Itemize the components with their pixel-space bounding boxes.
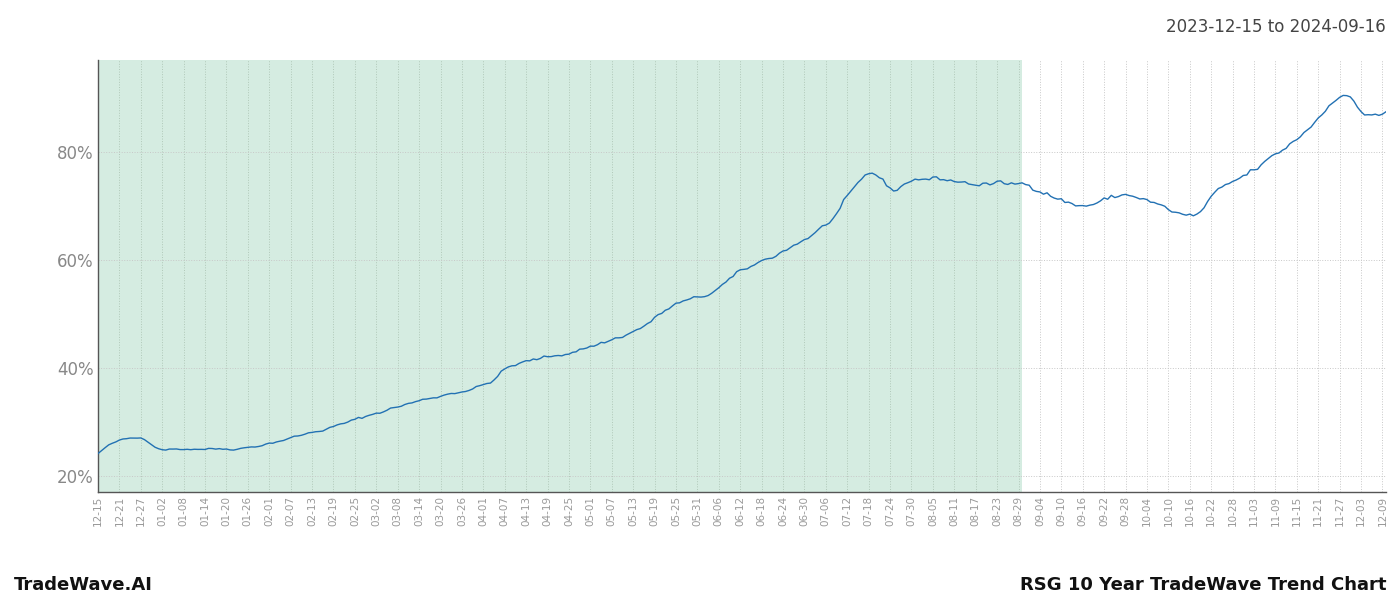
Bar [98, 60, 1022, 492]
Text: 2023-12-15 to 2024-09-16: 2023-12-15 to 2024-09-16 [1166, 18, 1386, 36]
Text: RSG 10 Year TradeWave Trend Chart: RSG 10 Year TradeWave Trend Chart [1019, 576, 1386, 594]
Text: TradeWave.AI: TradeWave.AI [14, 576, 153, 594]
